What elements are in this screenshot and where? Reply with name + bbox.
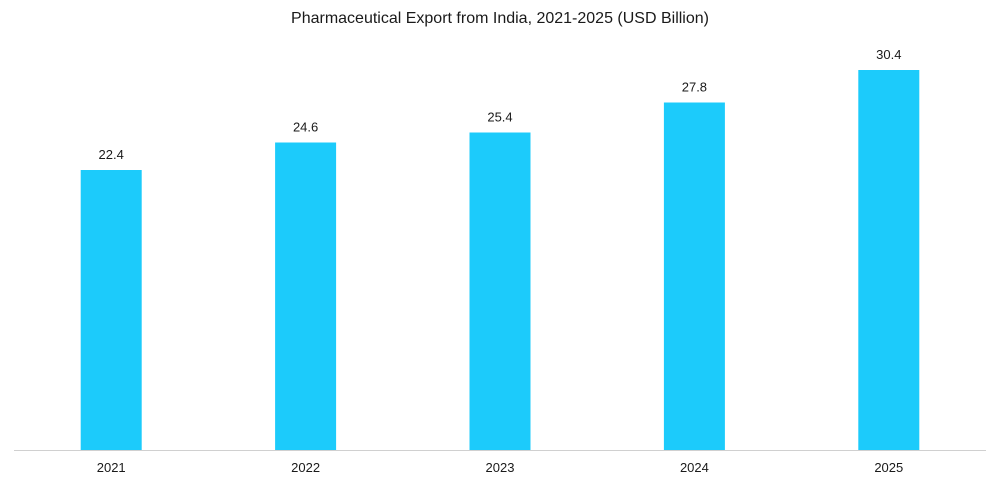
data-label-2021: 22.4 [99, 147, 124, 162]
data-label-2022: 24.6 [293, 120, 318, 135]
data-label-2023: 25.4 [487, 110, 512, 125]
x-tick-label-2023: 2023 [486, 460, 515, 475]
bar-2023 [469, 132, 531, 450]
bar-2022 [275, 142, 337, 450]
x-tick-label-2021: 2021 [97, 460, 126, 475]
bar-2024 [663, 102, 725, 450]
x-tick-label-2025: 2025 [874, 460, 903, 475]
x-tick-label-2022: 2022 [291, 460, 320, 475]
chart-title: Pharmaceutical Export from India, 2021-2… [291, 10, 709, 27]
data-label-2025: 30.4 [876, 47, 901, 62]
x-tick-label-2024: 2024 [680, 460, 709, 475]
bar-2021 [80, 170, 142, 450]
bar-2025 [858, 70, 920, 450]
data-label-2024: 27.8 [682, 80, 707, 95]
